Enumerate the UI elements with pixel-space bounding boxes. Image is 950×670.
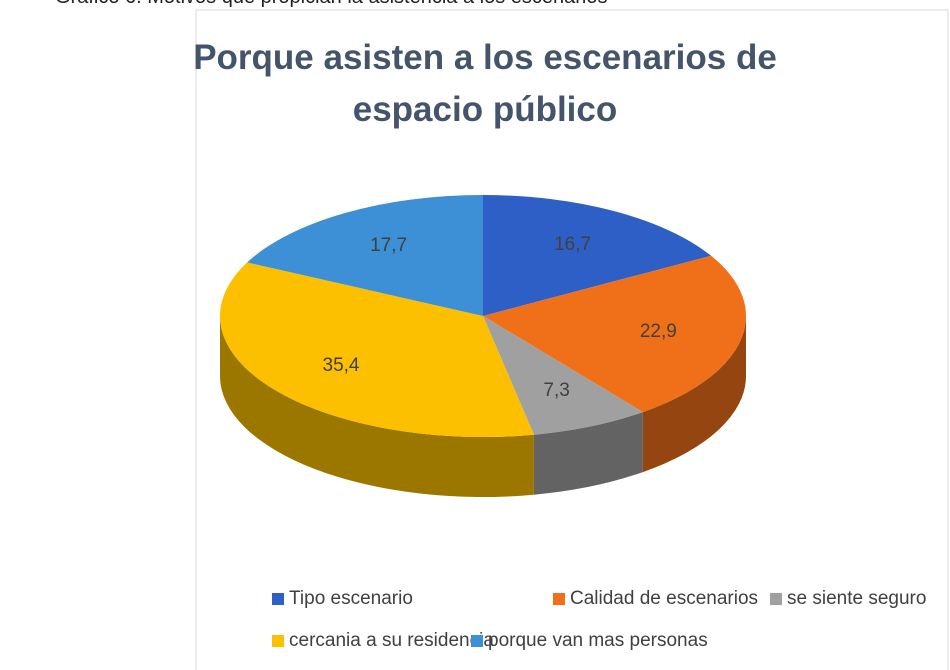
- legend-swatch: [553, 593, 565, 605]
- chart-title: Porque asisten a los escenarios de espac…: [193, 38, 777, 129]
- legend-swatch: [471, 635, 483, 647]
- pie-side: [642, 316, 746, 473]
- data-label: 17,7: [370, 235, 407, 256]
- legend-swatch: [770, 593, 782, 605]
- data-label: 35,4: [323, 355, 360, 376]
- legend-label: Calidad de escenarios: [570, 588, 758, 609]
- pie-slice: [247, 195, 483, 316]
- pie-slice: [483, 255, 746, 413]
- legend-swatch: [272, 593, 284, 605]
- pie-slice: [219, 262, 534, 437]
- data-label: 7,3: [543, 380, 569, 401]
- chart-frame: [195, 9, 949, 670]
- pie-slice: [483, 316, 643, 435]
- data-label: 16,7: [554, 234, 591, 255]
- pie-side: [220, 316, 534, 497]
- pie-side: [533, 412, 643, 495]
- pie-slice: [483, 195, 712, 316]
- legend-label: porque van mas personas: [488, 630, 708, 651]
- data-label: 22,9: [640, 321, 677, 342]
- caption: Gráfico 6. Motivos que propician la asis…: [55, 0, 608, 9]
- legend-label: Tipo escenario: [289, 588, 413, 609]
- legend-label: cercania a su residencia: [289, 630, 494, 651]
- legend-swatch: [272, 635, 284, 647]
- legend-label: se siente seguro: [787, 588, 926, 609]
